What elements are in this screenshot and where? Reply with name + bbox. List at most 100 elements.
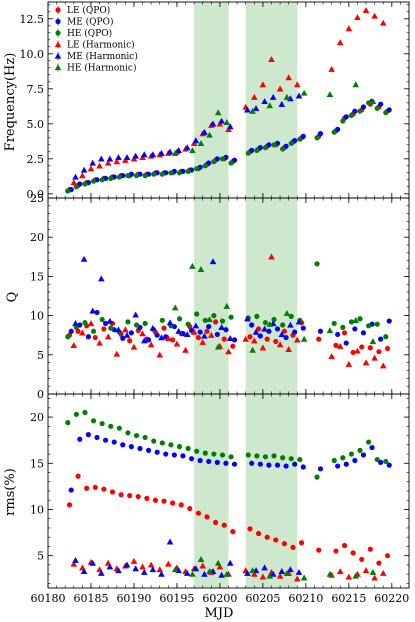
point-frequency-he-harmonic-0 (171, 149, 179, 156)
point-quality-me-qpo-17 (214, 331, 220, 338)
point-quality-le-qpo-4 (101, 326, 107, 332)
point-frequency-he-qpo-0 (65, 188, 71, 194)
point-rms-he-qpo-29 (340, 455, 346, 461)
point-rms-le-harmonic-8 (139, 563, 146, 570)
point-frequency-me-harmonic-12 (175, 147, 182, 154)
point-frequency-le-harmonic-2 (87, 165, 95, 172)
point-quality-me-harmonic-17 (218, 324, 225, 330)
point-quality-le-harmonic-23 (276, 341, 284, 348)
point-rms-me-harmonic-2 (89, 559, 96, 566)
point-frequency-le-harmonic-31 (371, 12, 378, 19)
point-rms-le-qpo-0 (66, 502, 73, 508)
point-quality-he-qpo-33 (374, 321, 380, 327)
shaded-interval-quality-1 (245, 198, 298, 394)
legend-marker-4 (54, 52, 62, 59)
point-rms-me-qpo-34 (386, 462, 392, 468)
point-quality-le-qpo-21 (255, 326, 262, 332)
point-rms-me-harmonic-1 (80, 568, 88, 575)
point-quality-me-harmonic-5 (115, 326, 122, 333)
point-frequency-me-qpo-31 (360, 104, 367, 110)
legend: LE (QPO)ME (QPO)HE (QPO)LE (Harmonic)ME … (54, 5, 138, 74)
point-frequency-le-harmonic-27 (336, 39, 344, 46)
point-frequency-me-qpo-25 (292, 138, 298, 144)
point-rms-he-harmonic-7 (266, 572, 274, 579)
point-quality-le-harmonic-15 (199, 338, 207, 345)
point-quality-he-qpo-16 (202, 317, 208, 323)
point-quality-me-harmonic-3 (97, 275, 105, 282)
point-rms-le-qpo-13 (178, 502, 184, 508)
point-frequency-he-qpo-7 (125, 173, 131, 179)
point-frequency-he-qpo-18 (219, 156, 226, 162)
point-frequency-he-harmonic-6 (249, 107, 256, 114)
point-quality-le-harmonic-26 (328, 353, 335, 360)
point-quality-me-harmonic-8 (140, 337, 148, 344)
shaded-intervals (194, 2, 298, 588)
point-frequency-le-harmonic-1 (79, 172, 86, 179)
y-tick-label-quality-0: 0 (37, 388, 44, 401)
tick-labels: 0.0 2.5 5.0 7.5 10.0 12.5 0 5 10 15 20 25 5 10 15 20 601… (20, 13, 410, 605)
point-frequency-le-harmonic-24 (285, 74, 292, 81)
point-frequency-he-qpo-11 (159, 171, 165, 177)
point-rms-le-qpo-15 (195, 510, 202, 516)
x-tick-label-2: 60190 (116, 592, 151, 605)
point-quality-me-qpo-3 (94, 309, 100, 316)
point-quality-he-qpo-5 (108, 325, 114, 331)
point-quality-he-qpo-7 (125, 319, 131, 325)
point-frequency-he-qpo-19 (228, 160, 234, 166)
point-rms-he-qpo-30 (348, 451, 355, 457)
point-rms-le-qpo-24 (281, 541, 287, 547)
point-rms-he-qpo-18 (219, 452, 226, 458)
point-rms-me-qpo-1 (77, 436, 83, 442)
x-tick-label-7: 60215 (331, 592, 366, 605)
point-rms-he-qpo-33 (374, 456, 380, 463)
y-tick-label-quality-5: 25 (30, 192, 44, 205)
point-quality-he-qpo-15 (194, 311, 200, 317)
point-quality-me-qpo-31 (360, 330, 367, 336)
point-frequency-me-qpo-27 (317, 131, 324, 137)
point-rms-he-qpo-17 (211, 451, 217, 457)
point-quality-me-qpo-26 (300, 325, 306, 331)
point-quality-me-qpo-34 (386, 318, 392, 324)
point-rms-me-harmonic-5 (115, 567, 122, 574)
point-rms-me-harmonic-7 (132, 565, 139, 572)
point-rms-le-qpo-10 (152, 497, 159, 503)
point-rms-me-harmonic-14 (192, 565, 200, 572)
point-rms-he-qpo-25 (288, 456, 294, 462)
y-tick-label-frequency-5: 12.5 (20, 13, 45, 26)
point-quality-he-harmonic-3 (206, 316, 213, 323)
point-frequency-he-qpo-22 (262, 145, 269, 151)
point-rms-me-harmonic-0 (72, 556, 79, 563)
point-quality-le-harmonic-21 (259, 344, 267, 351)
point-rms-he-harmonic-3 (206, 568, 213, 575)
legend-marker-2 (55, 30, 61, 36)
point-quality-le-harmonic-4 (104, 333, 112, 340)
point-rms-he-qpo-32 (366, 439, 372, 445)
point-quality-le-harmonic-16 (208, 331, 215, 338)
legend-marker-5 (54, 64, 62, 71)
point-frequency-me-qpo-1 (77, 181, 83, 187)
point-rms-le-qpo-33 (376, 560, 382, 566)
point-quality-me-harmonic-12 (175, 327, 182, 334)
point-quality-he-qpo-31 (357, 316, 363, 322)
point-quality-le-qpo-15 (195, 334, 202, 341)
point-quality-le-qpo-1 (75, 328, 81, 334)
point-rms-he-qpo-6 (116, 425, 122, 431)
point-rms-me-qpo-22 (266, 462, 272, 468)
point-frequency-he-qpo-34 (383, 110, 389, 116)
point-quality-le-qpo-7 (127, 338, 133, 344)
point-rms-le-harmonic-0 (70, 560, 78, 567)
point-quality-me-qpo-10 (154, 332, 160, 338)
point-quality-le-qpo-18 (221, 336, 227, 342)
point-quality-he-harmonic-12 (369, 338, 377, 345)
point-rms-le-qpo-6 (118, 492, 124, 498)
point-quality-me-harmonic-18 (226, 335, 234, 341)
point-frequency-me-harmonic-9 (149, 151, 157, 158)
y-axis-label-q: Q (5, 292, 20, 303)
point-rms-le-harmonic-17 (216, 563, 224, 570)
axes-frames (47, 1, 410, 589)
point-frequency-le-harmonic-26 (328, 65, 335, 72)
point-frequency-he-qpo-31 (357, 108, 363, 114)
point-frequency-me-qpo-26 (300, 133, 306, 139)
point-rms-me-harmonic-4 (106, 563, 114, 570)
point-frequency-me-harmonic-10 (158, 149, 165, 156)
